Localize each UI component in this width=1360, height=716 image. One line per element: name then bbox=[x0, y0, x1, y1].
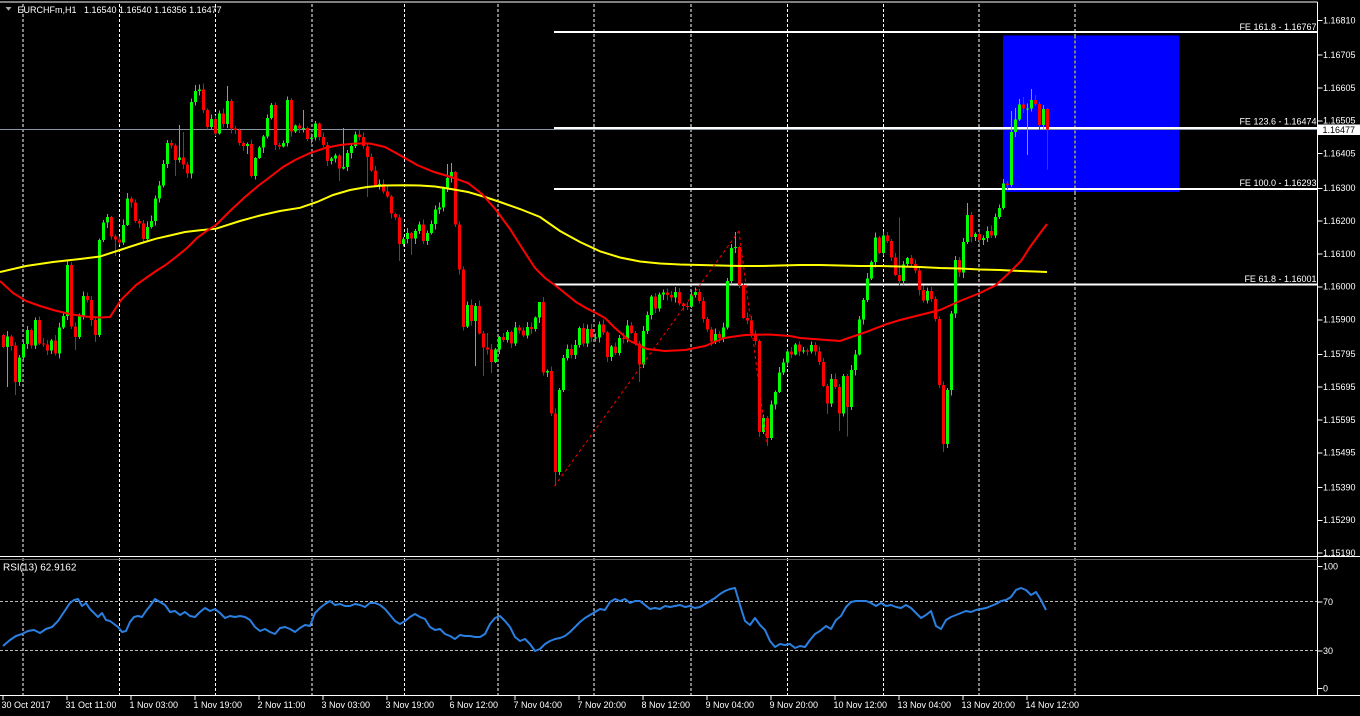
svg-text:6 Nov 12:00: 6 Nov 12:00 bbox=[450, 700, 499, 710]
svg-text:1.16810: 1.16810 bbox=[1323, 15, 1356, 25]
svg-text:EURCHFm,H1 1.16540 1.16540 1: EURCHFm,H1 1.16540 1.16540 1.16356 1.164… bbox=[18, 5, 222, 15]
svg-text:9 Nov 20:00: 9 Nov 20:00 bbox=[770, 700, 819, 710]
svg-text:1.15290: 1.15290 bbox=[1323, 515, 1356, 525]
svg-text:0: 0 bbox=[1323, 683, 1328, 693]
svg-text:70: 70 bbox=[1323, 597, 1333, 607]
svg-text:2 Nov 11:00: 2 Nov 11:00 bbox=[258, 700, 306, 710]
svg-text:10 Nov 12:00: 10 Nov 12:00 bbox=[834, 700, 888, 710]
svg-text:3 Nov 03:00: 3 Nov 03:00 bbox=[322, 700, 371, 710]
svg-text:13 Nov 04:00: 13 Nov 04:00 bbox=[898, 700, 952, 710]
svg-text:1.16300: 1.16300 bbox=[1323, 183, 1356, 193]
svg-text:1.16200: 1.16200 bbox=[1323, 216, 1356, 226]
svg-text:1.15900: 1.15900 bbox=[1323, 315, 1356, 325]
svg-text:FE 123.6 - 1.16474: FE 123.6 - 1.16474 bbox=[1239, 117, 1316, 127]
svg-text:8 Nov 12:00: 8 Nov 12:00 bbox=[642, 700, 691, 710]
svg-text:1.15390: 1.15390 bbox=[1323, 482, 1356, 492]
svg-text:FE 161.8 - 1.16767: FE 161.8 - 1.16767 bbox=[1239, 22, 1316, 32]
svg-text:1.16000: 1.16000 bbox=[1323, 282, 1356, 292]
svg-text:3 Nov 19:00: 3 Nov 19:00 bbox=[386, 700, 435, 710]
svg-text:30: 30 bbox=[1323, 646, 1333, 656]
svg-text:1.15495: 1.15495 bbox=[1323, 448, 1356, 458]
svg-text:1 Nov 03:00: 1 Nov 03:00 bbox=[130, 700, 179, 710]
svg-text:1.16505: 1.16505 bbox=[1323, 116, 1356, 126]
svg-text:14 Nov 12:00: 14 Nov 12:00 bbox=[1026, 700, 1080, 710]
svg-text:9 Nov 04:00: 9 Nov 04:00 bbox=[706, 700, 755, 710]
svg-text:7 Nov 04:00: 7 Nov 04:00 bbox=[514, 700, 563, 710]
svg-text:1.16705: 1.16705 bbox=[1323, 50, 1356, 60]
svg-text:13 Nov 20:00: 13 Nov 20:00 bbox=[962, 700, 1016, 710]
svg-text:RSI(13) 62.9162: RSI(13) 62.9162 bbox=[3, 563, 77, 574]
svg-text:1.15795: 1.15795 bbox=[1323, 349, 1356, 359]
svg-text:31 Oct 11:00: 31 Oct 11:00 bbox=[66, 700, 117, 710]
svg-text:30 Oct 2017: 30 Oct 2017 bbox=[2, 700, 51, 710]
svg-text:1.15595: 1.15595 bbox=[1323, 415, 1356, 425]
svg-text:FE 61.8 - 1.16001: FE 61.8 - 1.16001 bbox=[1244, 274, 1316, 284]
svg-text:FE 100.0 - 1.16293: FE 100.0 - 1.16293 bbox=[1239, 178, 1316, 188]
svg-text:1.16477: 1.16477 bbox=[1323, 125, 1356, 135]
svg-text:1.15695: 1.15695 bbox=[1323, 382, 1356, 392]
svg-text:1.16605: 1.16605 bbox=[1323, 83, 1356, 93]
svg-text:1.15190: 1.15190 bbox=[1323, 548, 1356, 558]
svg-text:1.16100: 1.16100 bbox=[1323, 249, 1356, 259]
svg-text:1.16405: 1.16405 bbox=[1323, 149, 1356, 159]
svg-text:1 Nov 19:00: 1 Nov 19:00 bbox=[194, 700, 243, 710]
svg-text:7 Nov 20:00: 7 Nov 20:00 bbox=[578, 700, 627, 710]
svg-text:100: 100 bbox=[1323, 561, 1338, 571]
